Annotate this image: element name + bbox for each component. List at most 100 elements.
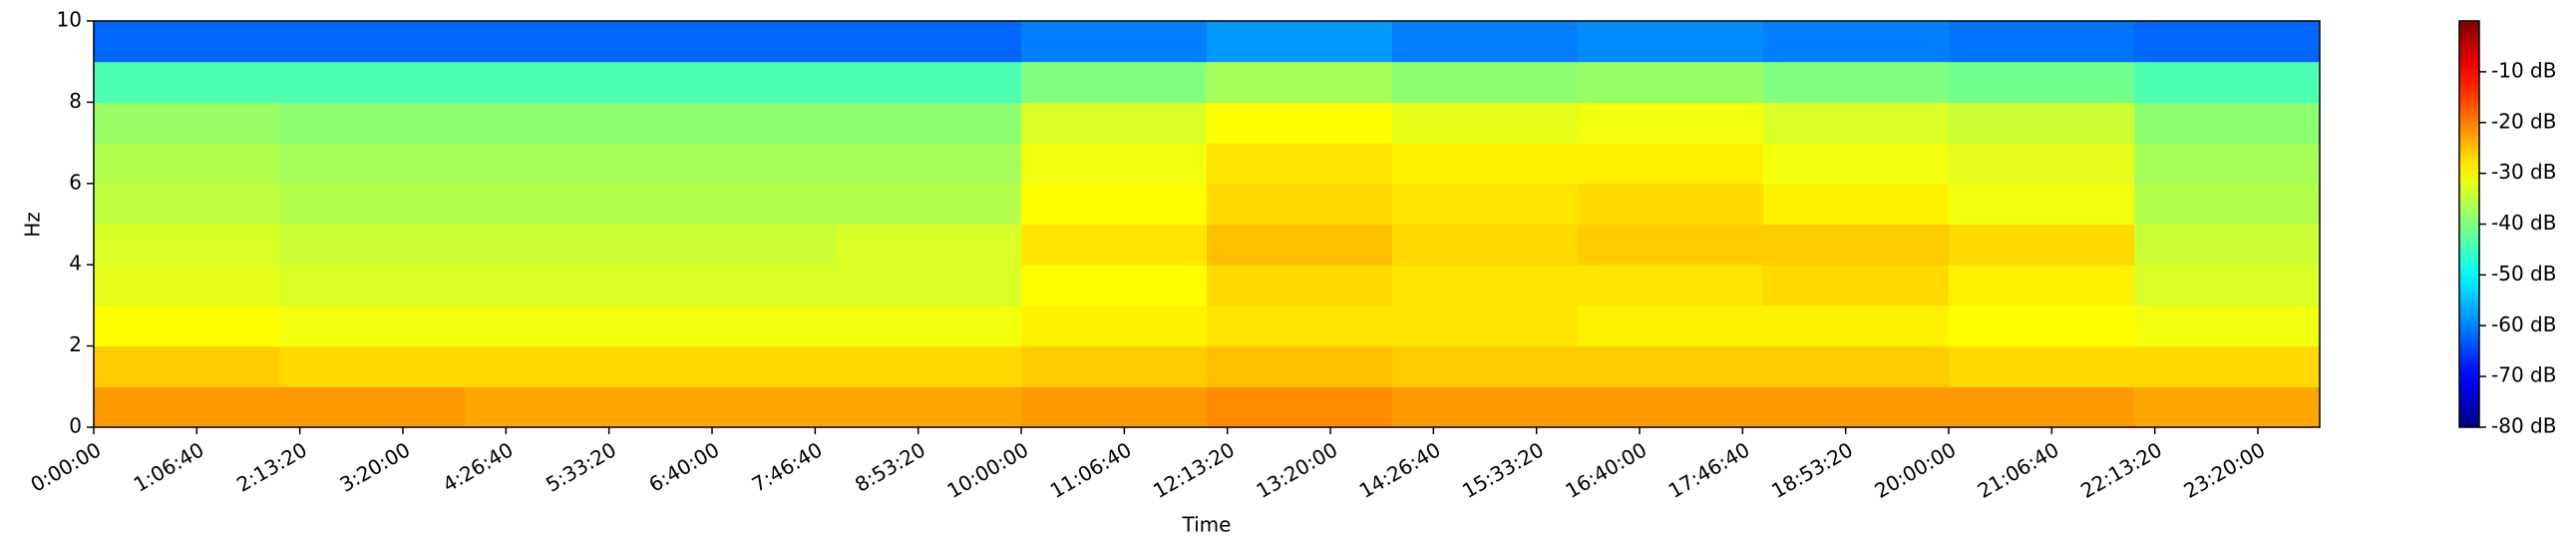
heat-cell [836, 21, 1022, 63]
heat-cell [94, 183, 280, 225]
colorbar-tick-label: -80 dB [2491, 414, 2556, 438]
heat-cell [1578, 386, 1764, 428]
heat-cell [1021, 183, 1208, 225]
heat-cell [1021, 224, 1208, 266]
colorbar-tick-label: -10 dB [2491, 58, 2556, 82]
x-tick-label: 23:20:00 [2179, 437, 2269, 503]
x-tick-label: 11:06:40 [1046, 437, 1136, 503]
plot-frame [93, 20, 2321, 428]
heat-cell [1949, 21, 2135, 63]
x-tick-label: 17:46:40 [1664, 437, 1754, 503]
heat-cell [279, 102, 466, 144]
x-tick-label: 3:20:00 [335, 437, 414, 496]
heat-cell [465, 21, 651, 63]
heat-cell [650, 61, 837, 103]
heat-cell [1578, 21, 1764, 63]
heat-cell [2134, 61, 2321, 103]
heat-cell [1207, 304, 1393, 347]
heat-cell [94, 265, 280, 306]
x-tick-label: 6:40:00 [644, 437, 723, 496]
x-tick-label: 14:26:40 [1355, 437, 1445, 503]
heat-cell [1392, 265, 1579, 306]
heat-cell [836, 304, 1022, 347]
x-tick-label: 16:40:00 [1561, 437, 1651, 503]
x-tick-label: 1:06:40 [130, 437, 208, 496]
heat-cell [1949, 224, 2135, 266]
heat-cell [465, 265, 651, 306]
heat-cell [465, 61, 651, 103]
heat-cell [1207, 224, 1393, 266]
heat-cell [94, 345, 280, 387]
heat-cell [650, 143, 837, 185]
heat-cell [2134, 224, 2321, 266]
x-tick-label: 10:00:00 [942, 437, 1032, 503]
heat-cell [2134, 386, 2321, 428]
y-tick-label: 4 [69, 252, 82, 276]
x-tick-label: 7:46:40 [748, 437, 827, 496]
heat-cell [465, 304, 651, 347]
heat-cell [279, 224, 466, 266]
heat-cell [1207, 386, 1393, 428]
heat-cell [94, 102, 280, 144]
heat-cell [1207, 183, 1393, 225]
heat-cell [1763, 102, 1950, 144]
colorbar-tick-label: -30 dB [2491, 160, 2556, 184]
heat-cell [1021, 102, 1208, 144]
heat-cell [836, 61, 1022, 103]
heat-cell [1949, 102, 2135, 144]
heat-cell [1578, 143, 1764, 185]
heat-cell [279, 345, 466, 387]
heat-cell [650, 345, 837, 387]
heat-cell [94, 386, 280, 428]
heat-cell [279, 143, 466, 185]
heat-cell [1578, 304, 1764, 347]
heat-cell [2134, 304, 2321, 347]
heat-cell [279, 21, 466, 63]
colorbar-tick-label: -60 dB [2491, 312, 2556, 336]
heat-cell [1392, 304, 1579, 347]
heat-cell [836, 345, 1022, 387]
heat-cell [650, 102, 837, 144]
heat-cell [650, 21, 837, 63]
heat-cell [1578, 102, 1764, 144]
colorbar [2458, 20, 2480, 428]
y-tick-label: 8 [69, 89, 82, 113]
heat-cell [279, 265, 466, 306]
heat-cell [836, 143, 1022, 185]
heat-cell [1578, 183, 1764, 225]
heat-cell [1578, 61, 1764, 103]
x-tick-label: 21:06:40 [1974, 437, 2063, 503]
heat-cell [94, 224, 280, 266]
x-tick-label: 2:13:20 [232, 437, 311, 496]
heat-cell [2134, 345, 2321, 387]
heat-cell [1578, 224, 1764, 266]
heat-cell [650, 224, 837, 266]
heat-cell [2134, 21, 2321, 63]
heat-cell [836, 224, 1022, 266]
heat-cell [2134, 143, 2321, 185]
heat-cell [1207, 61, 1393, 103]
heat-cell [94, 304, 280, 347]
colorbar-tick-label: -40 dB [2491, 211, 2556, 235]
heat-cell [279, 61, 466, 103]
heat-cell [1021, 386, 1208, 428]
heat-cell [1763, 61, 1950, 103]
heat-cell [1949, 183, 2135, 225]
x-tick-label: 4:26:40 [439, 437, 518, 496]
x-tick-label: 12:13:20 [1149, 437, 1239, 503]
x-tick-label: 0:00:00 [26, 437, 105, 496]
heat-cell [1392, 183, 1579, 225]
heat-cell [94, 21, 280, 63]
heat-cell [1763, 143, 1950, 185]
heat-cell [1949, 386, 2135, 428]
heat-cell [1021, 345, 1208, 387]
heat-cell [1763, 386, 1950, 428]
heat-cell [1763, 183, 1950, 225]
heat-cell [836, 386, 1022, 428]
heat-cell [1021, 143, 1208, 185]
heat-cell [94, 143, 280, 185]
x-tick-label: 8:53:20 [851, 437, 929, 496]
heat-cell [279, 386, 466, 428]
heat-cell [465, 102, 651, 144]
